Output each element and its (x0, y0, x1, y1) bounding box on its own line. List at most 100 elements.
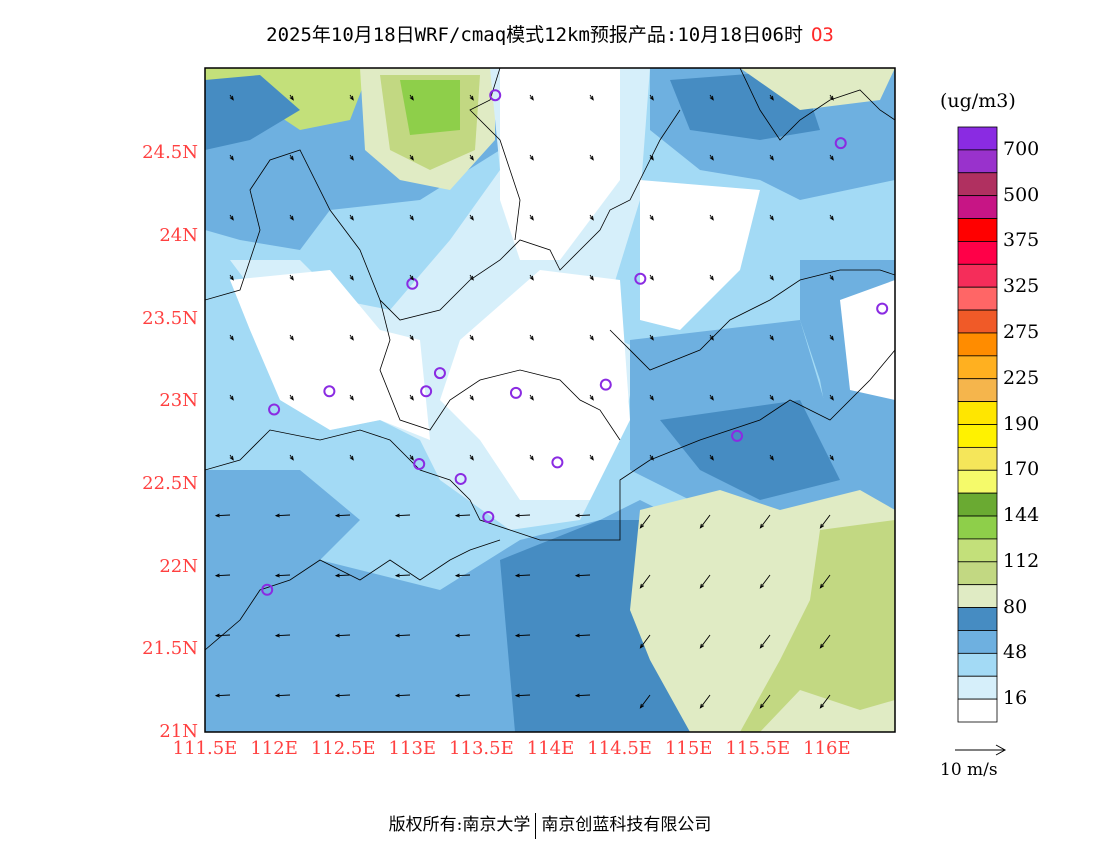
colorbar-swatch (957, 630, 998, 654)
station-marker (731, 429, 744, 442)
colorbar-swatch (957, 241, 998, 265)
wind-arrow (409, 154, 414, 161)
wind-arrow (274, 513, 291, 518)
colorbar-swatch (957, 126, 998, 151)
wind-arrow (769, 94, 774, 101)
wind-arrow (529, 214, 534, 221)
wind-legend-label: 10 m/s (940, 760, 998, 780)
wind-arrow (759, 634, 771, 649)
wind-arrow (529, 454, 534, 461)
wind-arrow (709, 94, 714, 101)
y-tick-label: 23.5N (142, 307, 198, 329)
company-text: 南京创蓝科技有限公司 (541, 815, 712, 835)
colorbar-swatch (957, 218, 998, 242)
species-label: O3 (810, 24, 834, 46)
x-tick-label: 115.5E (725, 738, 791, 759)
title-text: 2025年10月18日WRF/cmaq模式12km预报产品:10月18日06时 (266, 24, 803, 46)
wind-arrow (709, 274, 714, 281)
wind-arrow (529, 274, 534, 281)
wind-arrow (214, 513, 231, 518)
wind-arrow (649, 154, 654, 161)
colorbar-swatch (957, 698, 998, 723)
wind-arrow (589, 334, 594, 341)
wind-arrow (514, 693, 531, 698)
y-tick-label: 21.5N (142, 638, 198, 660)
wind-arrow (589, 214, 594, 221)
colorbar-label: 700 (1003, 137, 1040, 160)
station-marker (551, 456, 564, 469)
wind-arrow (709, 334, 714, 341)
wind-arrow (334, 693, 351, 698)
wind-arrow (574, 513, 591, 518)
wind-arrow (829, 394, 834, 401)
station-marker (482, 510, 495, 523)
colorbar-swatch (957, 561, 998, 586)
footer: 版权所有:南京大学 南京创蓝科技有限公司 (0, 810, 1100, 839)
wind-arrow (699, 514, 711, 529)
wind-arrow (639, 694, 651, 709)
wind-legend-arrow (955, 744, 1007, 756)
wind-arrow (349, 214, 354, 221)
colorbar-swatch (957, 492, 998, 517)
wind-arrow (769, 154, 774, 161)
station-marker (834, 137, 847, 150)
wind-arrow (829, 154, 834, 161)
wind-arrow (529, 394, 534, 401)
station-marker (413, 458, 426, 471)
wind-arrow (409, 94, 414, 101)
wind-arrow (759, 574, 771, 589)
colorbar-swatch (957, 286, 998, 311)
wind-arrow (709, 394, 714, 401)
wind-arrow (514, 513, 531, 518)
colorbar-swatch (957, 309, 998, 334)
wind-arrow (289, 274, 294, 281)
station-marker (433, 367, 446, 380)
station-marker (323, 385, 336, 398)
station-marker (876, 302, 889, 315)
wind-arrow (529, 154, 534, 161)
colorbar-swatch (957, 446, 998, 471)
y-tick-label: 23N (159, 390, 198, 412)
wind-arrow (514, 573, 531, 578)
colorbar-swatch (957, 332, 998, 357)
wind-arrow (649, 274, 654, 281)
plot-frame (204, 67, 896, 733)
y-tick-label: 24N (159, 224, 198, 246)
colorbar-swatch (957, 172, 998, 197)
colorbar-swatch (957, 469, 998, 494)
x-tick-label: 112E (250, 738, 298, 759)
wind-arrow (589, 274, 594, 281)
wind-arrow (214, 573, 231, 578)
wind-arrow (709, 454, 714, 461)
wind-arrow (699, 634, 711, 649)
colorbar-swatch (957, 584, 998, 608)
colorbar-swatch (957, 149, 998, 174)
wind-arrow (409, 394, 414, 401)
colorbar-label: 275 (1003, 320, 1040, 343)
wind-arrow (819, 634, 831, 649)
wind-arrow (709, 214, 714, 221)
station-marker (454, 472, 467, 485)
y-tick-label: 21N (159, 721, 198, 742)
wind-arrow (469, 214, 474, 221)
station-marker (268, 403, 281, 416)
wind-arrow (229, 154, 234, 161)
wind-arrow (289, 214, 294, 221)
colorbar-swatch (957, 607, 998, 631)
wind-arrow (469, 94, 474, 101)
wind-arrow (759, 514, 771, 529)
wind-arrow (574, 573, 591, 578)
colorbar-label: 48 (1003, 641, 1028, 664)
copyright-text: 版权所有:南京大学 (388, 815, 531, 835)
wind-arrow (699, 574, 711, 589)
colorbar-label: 170 (1003, 458, 1040, 481)
wind-arrow (349, 274, 354, 281)
wind-arrow (819, 514, 831, 529)
wind-arrow (214, 693, 231, 698)
y-tick-label: 24.5N (142, 142, 198, 164)
wind-vectors (214, 94, 834, 709)
wind-arrow (394, 693, 411, 698)
colorbar-swatch (957, 401, 998, 425)
wind-arrow (334, 633, 351, 638)
colorbar-label: 144 (1003, 504, 1040, 527)
